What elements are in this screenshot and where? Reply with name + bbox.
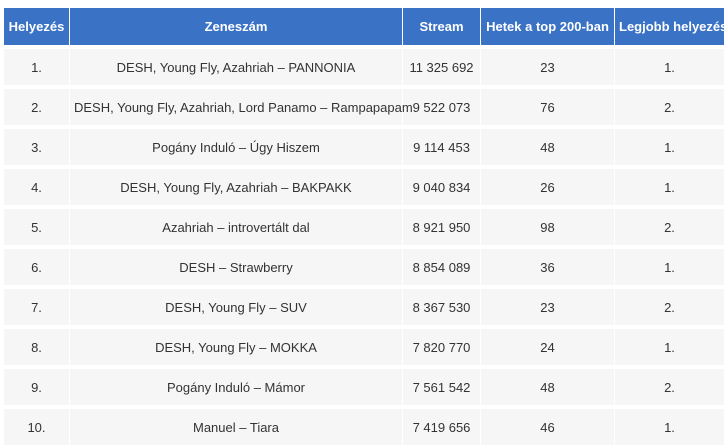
song-cell: Pogány Induló – Úgy Hiszem: [69, 129, 402, 165]
best-position-cell: 2.: [614, 369, 724, 405]
rank-cell: 3.: [4, 129, 69, 165]
stream-cell: 7 561 542: [402, 369, 480, 405]
stream-cell: 11 325 692: [402, 49, 480, 85]
rank-cell: 4.: [4, 169, 69, 205]
stream-cell: 8 854 089: [402, 249, 480, 285]
rank-cell: 9.: [4, 369, 69, 405]
table-row: 7. DESH, Young Fly – SUV 8 367 530 23 2.: [4, 289, 724, 325]
song-cell: DESH, Young Fly, Azahriah – BAKPAKK: [69, 169, 402, 205]
stream-cell: 7 419 656: [402, 409, 480, 445]
song-cell: DESH, Young Fly – MOKKA: [69, 329, 402, 365]
best-position-cell: 1.: [614, 129, 724, 165]
weeks-cell: 26: [480, 169, 614, 205]
best-position-cell: 2.: [614, 209, 724, 245]
stream-cell: 9 114 453: [402, 129, 480, 165]
best-position-cell: 2.: [614, 89, 724, 125]
table-row: 2. DESH, Young Fly, Azahriah, Lord Panamo…: [4, 89, 724, 125]
rank-cell: 2.: [4, 89, 69, 125]
song-cell: DESH, Young Fly, Azahriah – PANNONIA: [69, 49, 402, 85]
rank-cell: 7.: [4, 289, 69, 325]
weeks-cell: 36: [480, 249, 614, 285]
stream-cell: 8 367 530: [402, 289, 480, 325]
table-row: 9. Pogány Induló – Mámor 7 561 542 48 2.: [4, 369, 724, 405]
table-row: 4. DESH, Young Fly, Azahriah – BAKPAKK 9 0…: [4, 169, 724, 205]
song-cell: DESH, Young Fly – SUV: [69, 289, 402, 325]
weeks-cell: 46: [480, 409, 614, 445]
stream-cell: 9 040 834: [402, 169, 480, 205]
song-cell: Manuel – Tiara: [69, 409, 402, 445]
header-row: Helyezés Zeneszám Stream Hetek a top 200…: [4, 8, 727, 45]
stream-cell: 9 522 073: [402, 89, 480, 125]
table-body: 1. DESH, Young Fly, Azahriah – PANNONIA 11…: [4, 49, 724, 445]
song-cell: Azahriah – introvertált dal: [69, 209, 402, 245]
song-cell: Pogány Induló – Mámor: [69, 369, 402, 405]
column-header-best-position[interactable]: Legjobb helyezés: [614, 8, 727, 45]
best-position-cell: 1.: [614, 329, 724, 365]
weeks-cell: 23: [480, 49, 614, 85]
song-cell: DESH – Strawberry: [69, 249, 402, 285]
song-cell: DESH, Young Fly, Azahriah, Lord Panamo –…: [69, 89, 413, 125]
weeks-cell: 48: [480, 129, 614, 165]
weeks-cell: 23: [480, 289, 614, 325]
stream-cell: 8 921 950: [402, 209, 480, 245]
weeks-cell: 76: [480, 89, 614, 125]
weeks-cell: 24: [480, 329, 614, 365]
weeks-cell: 98: [480, 209, 614, 245]
stream-cell: 7 820 770: [402, 329, 480, 365]
table-row: 1. DESH, Young Fly, Azahriah – PANNONIA 11…: [4, 49, 724, 85]
table-row: 10. Manuel – Tiara 7 419 656 46 1.: [4, 409, 724, 445]
table-row: 3. Pogány Induló – Úgy Hiszem 9 114 453 48 1…: [4, 129, 724, 165]
rank-cell: 1.: [4, 49, 69, 85]
table-row: 8. DESH, Young Fly – MOKKA 7 820 770 24 1.: [4, 329, 724, 365]
column-header-rank[interactable]: Helyezés: [4, 8, 69, 45]
table-row: 5. Azahriah – introvertált dal 8 921 950 98…: [4, 209, 724, 245]
column-header-stream[interactable]: Stream: [402, 8, 480, 45]
rank-cell: 8.: [4, 329, 69, 365]
best-position-cell: 1.: [614, 409, 724, 445]
best-position-cell: 1.: [614, 49, 724, 85]
column-header-song[interactable]: Zeneszám: [69, 8, 402, 45]
rank-cell: 5.: [4, 209, 69, 245]
best-position-cell: 1.: [614, 249, 724, 285]
chart-table: Helyezés Zeneszám Stream Hetek a top 200…: [4, 4, 727, 448]
best-position-cell: 1.: [614, 169, 724, 205]
rank-cell: 6.: [4, 249, 69, 285]
weeks-cell: 48: [480, 369, 614, 405]
best-position-cell: 2.: [614, 289, 724, 325]
table-header: Helyezés Zeneszám Stream Hetek a top 200…: [4, 8, 727, 45]
rank-cell: 10.: [4, 409, 69, 445]
table-row: 6. DESH – Strawberry 8 854 089 36 1.: [4, 249, 724, 285]
column-header-weeks[interactable]: Hetek a top 200-ban: [480, 8, 614, 45]
